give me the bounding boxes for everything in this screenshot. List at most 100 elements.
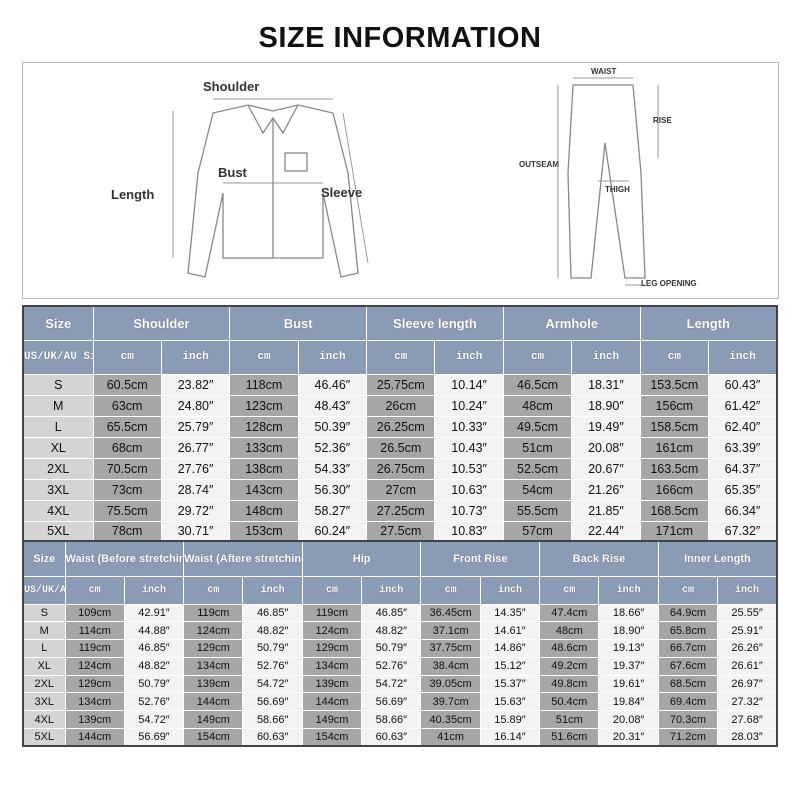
inch-value-cell: 50.39″ [297, 415, 368, 438]
cm-value-cell: 144cm [183, 692, 244, 712]
inch-value-cell: 62.40″ [708, 415, 778, 438]
cm-value-cell: 46.5cm [502, 373, 573, 396]
cm-value-cell: 128cm [229, 415, 299, 438]
size-header: Size [22, 540, 66, 577]
cm-value-cell: 139cm [301, 674, 363, 694]
column-group-header: Sleeve length [366, 305, 504, 341]
outseam-label: OUTSEAM [519, 160, 559, 169]
cm-value-cell: 144cm [64, 728, 125, 747]
table-row: 5XL 144cm 56.69″ 154cm 60.63″ 154cm 60.63″ 41cm… [22, 728, 778, 747]
inch-value-cell: 20.08″ [598, 710, 659, 730]
inch-value-cell: 21.85″ [571, 499, 641, 522]
unit-inch-header: inch [297, 339, 368, 375]
cm-value-cell: 41cm [420, 728, 481, 747]
cm-value-cell: 149cm [301, 710, 363, 730]
cm-value-cell: 75.5cm [92, 499, 162, 522]
inch-value-cell: 54.72″ [242, 674, 303, 694]
cm-value-cell: 26.5cm [366, 436, 436, 459]
cm-value-cell: 119cm [183, 603, 244, 623]
cm-value-cell: 123cm [229, 394, 299, 417]
cm-value-cell: 26.25cm [366, 415, 436, 438]
cm-value-cell: 37.1cm [420, 621, 481, 641]
table-row: XL 68cm 26.77″ 133cm 52.36″ 26.5cm 10.43″ 51cm 2… [22, 436, 778, 459]
page-title: SIZE INFORMATION [258, 22, 542, 54]
cm-value-cell: 129cm [301, 639, 363, 658]
cm-value-cell: 153.5cm [639, 373, 710, 396]
cm-value-cell: 158.5cm [639, 415, 710, 438]
inch-value-cell: 26.61″ [717, 656, 778, 676]
cm-value-cell: 49.5cm [502, 415, 573, 438]
inch-value-cell: 10.73″ [434, 499, 504, 522]
inch-value-cell: 60.63″ [242, 728, 303, 747]
table-row: 5XL 78cm 30.71″ 153cm 60.24″ 27.5cm 10.83″ 57cm… [22, 520, 778, 543]
table-row: 4XL 75.5cm 29.72″ 148cm 58.27″ 27.25cm 10.73″ 5… [22, 499, 778, 522]
inch-value-cell: 50.79″ [361, 639, 422, 658]
cm-value-cell: 51.6cm [539, 728, 600, 747]
inch-value-cell: 48.82″ [123, 656, 185, 676]
inch-value-cell: 23.82″ [160, 373, 231, 396]
unit-inch-header: inch [571, 339, 641, 375]
unit-cm-header: cm [420, 575, 481, 605]
inch-value-cell: 28.74″ [160, 478, 231, 501]
cm-value-cell: 168.5cm [639, 499, 710, 522]
inch-value-cell: 18.66″ [598, 603, 659, 623]
cm-value-cell: 109cm [64, 603, 125, 623]
table-row: 4XL 139cm 54.72″ 149cm 58.66″ 149cm 58.66″ 40.3… [22, 710, 778, 730]
inch-value-cell: 10.33″ [434, 415, 504, 438]
size-cell: M [22, 621, 66, 641]
cm-value-cell: 69.4cm [657, 692, 719, 712]
inch-value-cell: 30.71″ [160, 520, 231, 543]
cm-value-cell: 124cm [64, 656, 125, 676]
cm-value-cell: 163.5cm [639, 457, 710, 480]
cm-value-cell: 68.5cm [657, 674, 719, 694]
unit-cm-header: cm [366, 339, 436, 375]
cm-value-cell: 71.2cm [657, 728, 719, 747]
inch-value-cell: 10.43″ [434, 436, 504, 459]
cm-value-cell: 70.5cm [92, 457, 162, 480]
inch-value-cell: 20.08″ [571, 436, 641, 459]
size-cell: 4XL [22, 710, 66, 730]
unit-cm-header: cm [502, 339, 573, 375]
inch-value-cell: 14.61″ [479, 621, 541, 641]
bust-label: Bust [218, 165, 247, 180]
waist-label: WAIST [591, 67, 617, 76]
inch-value-cell: 19.13″ [598, 639, 659, 658]
cm-value-cell: 49.8cm [539, 674, 600, 694]
column-group-header: Shoulder [92, 305, 231, 341]
inch-value-cell: 26.97″ [717, 674, 778, 694]
inch-value-cell: 14.86″ [479, 639, 541, 658]
inch-value-cell: 50.79″ [242, 639, 303, 658]
cm-value-cell: 134cm [183, 656, 244, 676]
cm-value-cell: 78cm [92, 520, 162, 543]
inch-value-cell: 52.36″ [297, 436, 368, 459]
cm-value-cell: 139cm [183, 674, 244, 694]
cm-value-cell: 144cm [301, 692, 363, 712]
inch-value-cell: 66.34″ [708, 499, 778, 522]
cm-value-cell: 36.45cm [420, 603, 481, 623]
cm-value-cell: 49.2cm [539, 656, 600, 676]
inch-value-cell: 56.69″ [123, 728, 185, 747]
unit-inch-header: inch [361, 575, 422, 605]
inch-value-cell: 25.55″ [717, 603, 778, 623]
unit-inch-header: inch [123, 575, 185, 605]
inch-value-cell: 22.44″ [571, 520, 641, 543]
cm-value-cell: 73cm [92, 478, 162, 501]
unit-inch-header: inch [708, 339, 778, 375]
cm-value-cell: 129cm [183, 639, 244, 658]
top-size-table: Size Shoulder Bust Sleeve length Armhole Leng… [22, 305, 778, 543]
size-header: Size [22, 305, 94, 341]
size-cell: XL [22, 436, 94, 459]
inch-value-cell: 25.91″ [717, 621, 778, 641]
unit-cm-header: cm [639, 339, 710, 375]
cm-value-cell: 129cm [64, 674, 125, 694]
cm-value-cell: 63cm [92, 394, 162, 417]
cm-value-cell: 139cm [64, 710, 125, 730]
cm-value-cell: 37.75cm [420, 639, 481, 658]
inch-value-cell: 26.77″ [160, 436, 231, 459]
inch-value-cell: 27.68″ [717, 710, 778, 730]
inch-value-cell: 18.90″ [571, 394, 641, 417]
column-group-header: Inner Length [657, 540, 778, 577]
unit-inch-header: inch [242, 575, 303, 605]
inch-value-cell: 61.42″ [708, 394, 778, 417]
cm-value-cell: 40.35cm [420, 710, 481, 730]
